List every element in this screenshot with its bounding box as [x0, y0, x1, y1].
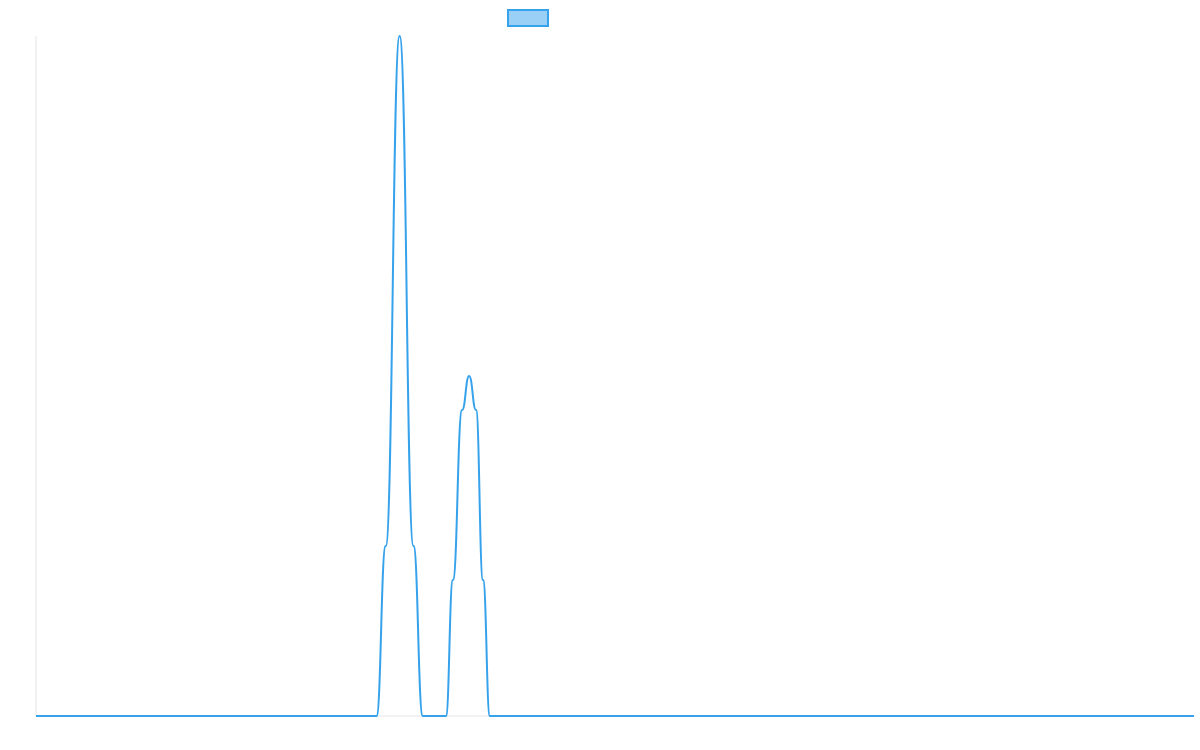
series-line-0: [36, 35, 1194, 718]
legend[interactable]: [507, 9, 549, 27]
series-layer: [36, 35, 1194, 718]
axes: [35, 36, 1194, 717]
legend-swatch-0[interactable]: [507, 9, 549, 27]
